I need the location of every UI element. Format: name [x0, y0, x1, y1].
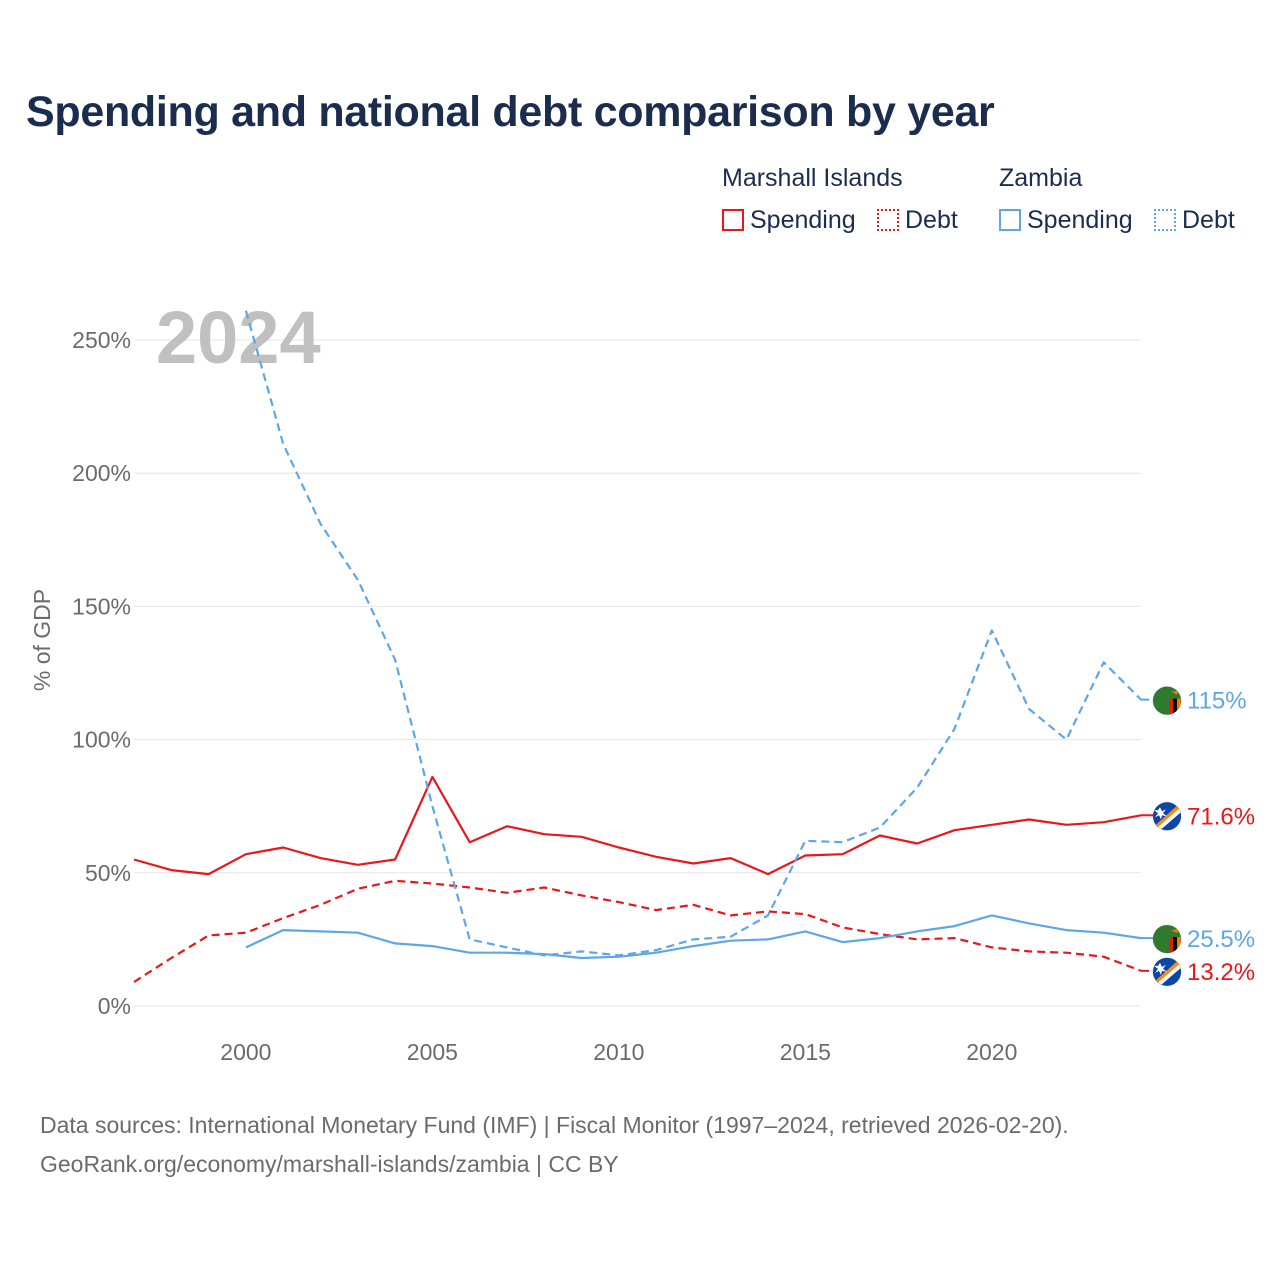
y-tick-label: 150%: [72, 593, 131, 619]
legend-item-marshall-islands-debt[interactable]: Debt: [877, 204, 958, 236]
grid-lines: [134, 339, 1141, 1007]
zambia-debt-line[interactable]: [244, 310, 1142, 957]
marshall-islands-spending-line[interactable]: [133, 775, 1142, 876]
legend-item-zambia-spending[interactable]: Spending: [999, 204, 1133, 236]
y-tick-label: 200%: [72, 460, 131, 486]
y-tick-label: 250%: [72, 327, 131, 353]
y-tick-label: 50%: [85, 860, 131, 886]
end-markers: 71.6% 13.2% 25.5% 115%: [1141, 686, 1255, 987]
zambia-flag-icon: [1152, 924, 1182, 954]
marshall-islands-flag-icon: [1152, 801, 1182, 831]
dotted-line-swatch-icon: [877, 209, 899, 231]
solid-line-swatch-icon: [999, 209, 1021, 231]
dotted-line-swatch-icon: [1154, 209, 1176, 231]
sources-line-2[interactable]: GeoRank.org/economy/marshall-islands/zam…: [40, 1151, 619, 1177]
legend-label: Spending: [750, 205, 856, 234]
zambia-flag-icon: [1152, 686, 1182, 716]
y-tick-label: 0%: [98, 993, 131, 1019]
marshall-islands-debt-line[interactable]: [133, 879, 1142, 983]
legend-group-marshall-islands: Marshall Islands: [722, 164, 903, 192]
legend-label: Debt: [905, 205, 958, 234]
legend-item-marshall-islands-spending[interactable]: Spending: [722, 204, 856, 236]
end-value-label: 13.2%: [1187, 959, 1255, 986]
legend-label: Debt: [1182, 205, 1235, 234]
y-axis-title: % of GDP: [29, 589, 55, 691]
sources-line-1: Data sources: International Monetary Fun…: [40, 1112, 1069, 1138]
x-tick-label: 2010: [593, 1039, 644, 1065]
end-value-label: 115%: [1187, 688, 1247, 715]
end-value-label: 71.6%: [1187, 803, 1255, 830]
legend-group-zambia: Zambia: [999, 164, 1083, 192]
legend-item-zambia-debt[interactable]: Debt: [1154, 204, 1235, 236]
data-sources: Data sources: International Monetary Fun…: [40, 1106, 1069, 1184]
chart-title: Spending and national debt comparison by…: [26, 88, 995, 136]
x-tick-label: 2000: [220, 1039, 271, 1065]
x-tick-label: 2005: [407, 1039, 458, 1065]
marshall-islands-flag-icon: [1152, 957, 1182, 987]
x-tick-label: 2015: [780, 1039, 831, 1065]
series-lines: [133, 310, 1142, 983]
x-tick-label: 2020: [966, 1039, 1017, 1065]
y-tick-label: 100%: [72, 727, 131, 753]
end-value-label: 25.5%: [1187, 926, 1255, 953]
legend-label: Spending: [1027, 205, 1133, 234]
year-overlay-label: 2024: [156, 296, 321, 379]
solid-line-swatch-icon: [722, 209, 744, 231]
zambia-spending-line[interactable]: [245, 914, 1142, 960]
y-axis-ticks: 0% 50% 100% 150% 200% 250%: [72, 327, 131, 1019]
x-axis-ticks: 2000 2005 2010 2015 2020: [220, 1039, 1017, 1065]
